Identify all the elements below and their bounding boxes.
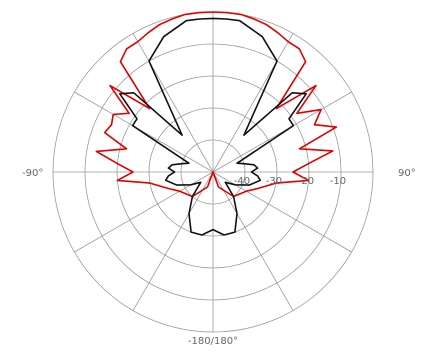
series-line-2 <box>119 17 307 236</box>
grid-spoke <box>212 33 294 173</box>
radial-tick-label: -10 <box>330 176 346 187</box>
series-layer <box>95 11 338 236</box>
angle-label-left: -90° <box>22 168 43 179</box>
radial-tick-label: -30 <box>266 176 282 187</box>
grid-spoke <box>132 171 214 311</box>
radial-tick-label: -20 <box>298 176 314 187</box>
angle-label-right: 90° <box>398 168 416 179</box>
axis-labels: -40 -30 -20 -10 -90° 90° -180/180° <box>22 168 416 347</box>
grid-spoke <box>132 33 214 173</box>
angle-label-bottom: -180/180° <box>188 336 238 347</box>
grid-spoke <box>212 171 294 311</box>
series-line-1 <box>95 11 338 198</box>
radial-tick-label: -40 <box>234 176 250 187</box>
grid-spoke <box>212 91 352 173</box>
grid-spoke <box>74 91 214 173</box>
